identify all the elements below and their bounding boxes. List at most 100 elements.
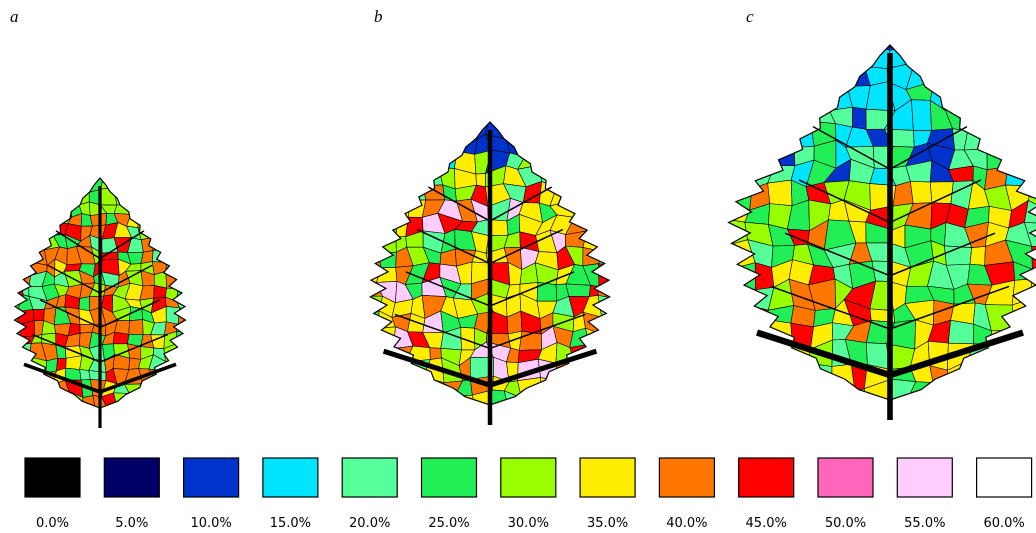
leaf-cell [185,204,202,218]
leaf-cell [910,181,932,203]
leaf-cell [188,356,203,373]
leaf-cell [964,82,994,107]
leaf-cell [56,417,71,433]
leaf-cell [925,65,953,88]
leaf-cell [848,42,870,66]
leaf-cell [517,123,541,138]
leaf-cell [20,402,32,420]
legend-swatch [104,458,159,497]
leaf-cell [177,343,189,359]
legend-label: 25.0% [428,516,469,531]
leaf-cell [1031,159,1036,186]
leaf-cell [189,417,198,431]
leaf-cell [30,235,44,251]
leaf-cell [11,223,22,238]
leaf-cell [185,227,202,241]
leaf-cell [476,411,489,429]
leaf-cell [357,199,382,221]
leaf-cell [486,109,506,120]
leaf-cell [161,193,178,203]
leaf-cell [503,107,525,123]
leaf-cell [31,380,42,393]
leaf-cell [586,219,603,233]
leaf-cell [185,319,199,335]
leaf-cell [177,176,191,193]
leaf-cell [505,406,526,426]
leaf-cell [1005,380,1034,408]
leaf-cell [33,188,46,202]
leaf-cell [599,333,620,346]
leaf-cell [176,356,188,371]
leaf-cell [727,125,750,144]
leaf-cell [113,332,129,344]
leaf-cell [374,362,399,379]
leaf-cell [554,410,570,430]
leaf-cell [185,188,202,204]
leaf-cell [832,364,855,391]
leaf-cell [911,25,930,49]
leaf-cell [127,419,140,429]
legend-label: 0.0% [36,516,69,531]
legend-label: 50.0% [825,516,866,531]
leaf-cell [540,138,558,155]
leaf-cell [585,376,598,398]
leaf-cell [6,235,22,251]
leaf-cell [789,382,812,410]
leaf-cell [1008,143,1036,166]
leaf-cell [773,121,794,148]
leaf-cell [358,232,380,254]
leaf-cell [9,265,23,277]
leaf-cell [11,345,24,357]
leaf-cell [5,390,20,405]
leaf-cell [727,65,751,88]
leaf-cell [407,157,430,173]
leaf-cell [17,391,34,408]
leaf-cell [969,61,996,86]
leaf-cell [985,21,1013,51]
leaf-cell [765,43,792,66]
leaf-cell [598,201,621,222]
leaf-cell [437,395,459,414]
legend-swatch [818,458,873,497]
leaf-cell [970,246,985,265]
leaf-cell [597,152,621,175]
leaf-cell [32,226,46,240]
leaf-cell [375,391,393,409]
leaf-cell [925,404,955,423]
leaf-cell [381,135,395,158]
leaf-cell [832,63,854,86]
leaf-cell [423,135,445,158]
leaf-cell [539,151,558,170]
leaf-cell [8,355,24,371]
leaf-cell [30,416,48,431]
leaf-cell [186,371,202,384]
leaf-cell [377,119,395,137]
leaf-cell [991,403,1016,422]
leaf-cell [1031,339,1036,370]
leaf-cell [103,163,117,181]
leaf-cell [42,393,57,407]
leaf-cell [173,419,190,431]
legend-label: 40.0% [666,516,707,531]
panel-label: b [374,7,383,26]
leaf-cell [1005,339,1033,365]
leaf-cell [787,61,812,88]
leaf-cell [537,101,555,126]
leaf-cell [17,189,35,200]
leaf-cell [964,104,994,130]
legend-swatch [25,458,80,497]
legend-label: 15.0% [270,516,311,531]
leaf-cell [994,61,1009,86]
leaf-cell [987,120,1012,149]
leaf-cell [570,393,585,413]
leaf-cell [390,173,415,191]
leaf-cell [164,418,178,433]
leaf-cell [440,104,459,126]
leaf-cell [140,394,152,403]
leaf-cell [572,181,589,206]
leaf-cell [137,166,155,177]
leaf-cell [139,176,151,190]
legend-label: 5.0% [115,516,148,531]
leaf-cell [57,189,71,200]
leaf-cell [522,406,539,426]
